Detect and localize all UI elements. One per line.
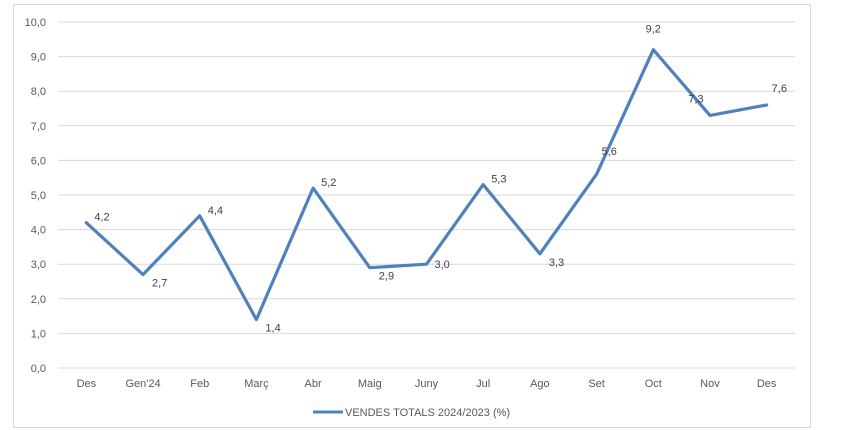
data-label: 4,4 <box>208 205 223 217</box>
y-tick-label: 3,0 <box>31 259 46 271</box>
data-label: 7,6 <box>772 83 787 95</box>
x-axis-ticks: Des Gen'24 Feb Març Abr Maig Juny Jul Ago Set Oct N… <box>77 378 777 390</box>
y-tick-label: 4,0 <box>31 225 46 237</box>
data-label: 1,4 <box>265 323 280 335</box>
y-tick-label: 5,0 <box>31 190 46 202</box>
y-axis-ticks: 0,0 1,0 2,0 3,0 4,0 5,0 6,0 7,0 8,0 9,0 10,0 <box>25 17 46 375</box>
data-label: 5,2 <box>321 177 336 189</box>
x-tick-label: Març <box>244 378 269 390</box>
x-tick-label: Set <box>588 378 605 390</box>
data-point <box>254 318 258 322</box>
x-tick-label: Ago <box>530 378 550 390</box>
data-point <box>538 252 542 256</box>
data-point <box>765 103 769 107</box>
data-label: 5,6 <box>602 146 617 158</box>
data-point <box>595 172 599 176</box>
data-label: 4,2 <box>94 212 109 224</box>
data-point <box>141 273 145 277</box>
x-tick-label: Oct <box>645 378 662 390</box>
legend: VENDES TOTALS 2024/2023 (%) <box>313 407 510 419</box>
y-tick-label: 0,0 <box>31 363 46 375</box>
data-point <box>311 186 315 190</box>
chart-frame <box>13 4 811 428</box>
data-label: 9,2 <box>646 24 661 36</box>
x-tick-label: Gen'24 <box>125 378 160 390</box>
data-label: 7,3 <box>688 93 703 105</box>
x-tick-label: Juny <box>415 378 439 390</box>
y-tick-label: 8,0 <box>31 86 46 98</box>
data-point <box>651 48 655 52</box>
data-point <box>481 183 485 187</box>
y-tick-label: 7,0 <box>31 121 46 133</box>
x-tick-label: Feb <box>190 378 209 390</box>
series-lines <box>84 48 769 322</box>
x-tick-label: Jul <box>476 378 490 390</box>
x-tick-label: Nov <box>700 378 720 390</box>
data-point <box>368 266 372 270</box>
x-tick-label: Des <box>757 378 777 390</box>
data-labels: 4,2 2,7 4,4 1,4 5,2 2,9 3,0 5,3 3,3 5,6 9,2 7,3 7,6 <box>94 24 787 335</box>
data-point <box>84 221 88 225</box>
data-point <box>198 214 202 218</box>
x-tick-label: Abr <box>305 378 322 390</box>
y-tick-label: 6,0 <box>31 155 46 167</box>
y-tick-label: 1,0 <box>31 328 46 340</box>
data-point <box>708 113 712 117</box>
data-label: 5,3 <box>491 174 506 186</box>
data-point <box>425 262 429 266</box>
series-line <box>84 48 769 322</box>
data-label: 3,3 <box>549 257 564 269</box>
x-tick-label: Des <box>77 378 97 390</box>
data-label: 2,9 <box>379 271 394 283</box>
legend-label: VENDES TOTALS 2024/2023 (%) <box>345 407 510 419</box>
y-tick-label: 10,0 <box>25 17 46 29</box>
data-label: 3,0 <box>435 259 450 271</box>
y-tick-label: 2,0 <box>31 294 46 306</box>
data-label: 2,7 <box>152 278 167 290</box>
gridlines <box>58 21 795 369</box>
x-tick-label: Maig <box>358 378 382 390</box>
y-tick-label: 9,0 <box>31 52 46 64</box>
